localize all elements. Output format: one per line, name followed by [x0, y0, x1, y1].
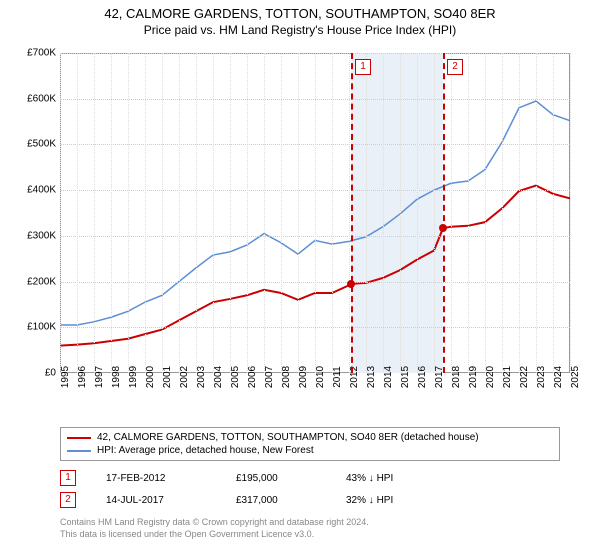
x-axis-label: 1999	[128, 366, 139, 388]
y-axis-label: £0	[20, 368, 56, 379]
x-axis-label: 1997	[94, 366, 105, 388]
x-axis-label: 2006	[247, 366, 258, 388]
x-axis-label: 2000	[145, 366, 156, 388]
x-axis-label: 1996	[77, 366, 88, 388]
sale-date-1: 17-FEB-2012	[106, 473, 236, 484]
sale-point-dot	[347, 280, 355, 288]
sale-point-dot	[439, 224, 447, 232]
chart-container: 42, CALMORE GARDENS, TOTTON, SOUTHAMPTON…	[0, 0, 600, 540]
legend-row-hpi: HPI: Average price, detached house, New …	[67, 444, 553, 457]
x-axis-label: 2004	[213, 366, 224, 388]
x-axis-label: 2023	[536, 366, 547, 388]
sale-date-2: 14-JUL-2017	[106, 495, 236, 506]
x-axis-label: 2005	[230, 366, 241, 388]
y-axis-label: £500K	[20, 139, 56, 150]
y-axis-label: £300K	[20, 230, 56, 241]
x-axis-label: 2002	[179, 366, 190, 388]
x-axis-label: 2021	[502, 366, 513, 388]
footer: Contains HM Land Registry data © Crown c…	[60, 517, 560, 540]
x-axis-label: 2011	[332, 366, 343, 388]
footer-line1: Contains HM Land Registry data © Crown c…	[60, 517, 560, 529]
y-axis-label: £400K	[20, 185, 56, 196]
x-axis-label: 2024	[553, 366, 564, 388]
x-axis-label: 2025	[570, 366, 581, 388]
legend: 42, CALMORE GARDENS, TOTTON, SOUTHAMPTON…	[60, 427, 560, 461]
footer-line2: This data is licensed under the Open Gov…	[60, 529, 560, 541]
x-axis-label: 2003	[196, 366, 207, 388]
sales-table: 1 17-FEB-2012 £195,000 43% ↓ HPI 2 14-JU…	[60, 467, 560, 511]
sale-row: 2 14-JUL-2017 £317,000 32% ↓ HPI	[60, 489, 560, 511]
legend-swatch-price	[67, 437, 91, 439]
y-axis-label: £200K	[20, 276, 56, 287]
x-axis-label: 2010	[315, 366, 326, 388]
x-axis-label: 2019	[468, 366, 479, 388]
x-axis-label: 1995	[60, 366, 71, 388]
y-axis-label: £100K	[20, 322, 56, 333]
legend-swatch-hpi	[67, 450, 91, 452]
x-axis-label: 2015	[400, 366, 411, 388]
title-block: 42, CALMORE GARDENS, TOTTON, SOUTHAMPTON…	[0, 0, 600, 39]
x-axis-label: 2001	[162, 366, 173, 388]
y-axis-label: £700K	[20, 48, 56, 59]
x-axis-label: 1998	[111, 366, 122, 388]
x-axis-label: 2020	[485, 366, 496, 388]
legend-label-hpi: HPI: Average price, detached house, New …	[97, 445, 314, 456]
sale-price-1: £195,000	[236, 473, 346, 484]
x-axis-label: 2007	[264, 366, 275, 388]
sale-marker-2: 2	[60, 492, 76, 508]
x-axis-label: 2018	[451, 366, 462, 388]
chart-marker-box: 2	[447, 59, 463, 75]
title-address: 42, CALMORE GARDENS, TOTTON, SOUTHAMPTON…	[0, 6, 600, 21]
legend-label-price: 42, CALMORE GARDENS, TOTTON, SOUTHAMPTON…	[97, 432, 479, 443]
y-axis-label: £600K	[20, 93, 56, 104]
x-axis-label: 2022	[519, 366, 530, 388]
x-axis-label: 2009	[298, 366, 309, 388]
legend-row-price: 42, CALMORE GARDENS, TOTTON, SOUTHAMPTON…	[67, 431, 553, 444]
x-axis-label: 2016	[417, 366, 428, 388]
chart-marker-box: 1	[355, 59, 371, 75]
x-axis-label: 2013	[366, 366, 377, 388]
x-axis-label: 2008	[281, 366, 292, 388]
x-axis-label: 2014	[383, 366, 394, 388]
sale-marker-1: 1	[60, 470, 76, 486]
title-subtitle: Price paid vs. HM Land Registry's House …	[0, 23, 600, 37]
sale-price-2: £317,000	[236, 495, 346, 506]
chart-area: £0 £100K £200K £300K £400K £500K £600K £700K 19…	[20, 43, 580, 423]
sale-diff-2: 32% ↓ HPI	[346, 495, 466, 506]
sale-row: 1 17-FEB-2012 £195,000 43% ↓ HPI	[60, 467, 560, 489]
sale-diff-1: 43% ↓ HPI	[346, 473, 466, 484]
